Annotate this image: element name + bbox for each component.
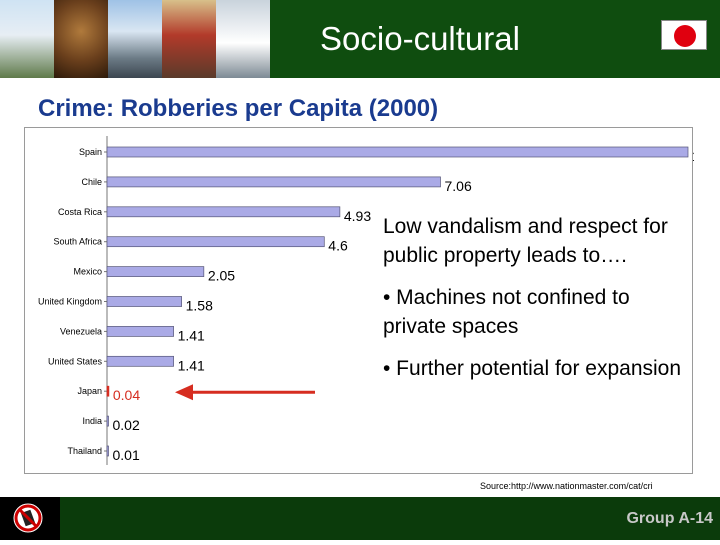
group-label: Group A-14: [626, 510, 713, 527]
bar: [106, 206, 341, 218]
category-label: Japan: [77, 386, 102, 396]
bar: [106, 385, 110, 397]
header-title: Socio-cultural: [320, 20, 520, 57]
highlight-arrow-head: [175, 384, 193, 401]
bar: [106, 266, 205, 277]
category-label: Venezuela: [60, 326, 102, 336]
city-skyline-photo: [108, 0, 162, 78]
category-label: United Kingdom: [38, 297, 102, 307]
commentary-textbox: Low vandalism and respect for public pro…: [383, 212, 683, 396]
value-label: 0.02: [113, 417, 140, 433]
mask-photo: [54, 0, 108, 78]
footer-icon-tile: [0, 497, 60, 540]
slide-title: Crime: Robberies per Capita (2000): [38, 95, 439, 122]
value-label: 1.41: [178, 357, 205, 373]
bar: [106, 236, 325, 248]
bullet-item: • Machines not confined to private space…: [383, 286, 630, 338]
bar: [106, 445, 109, 457]
value-label: 12.3: [692, 148, 694, 164]
value-label: 4.6: [328, 238, 348, 254]
value-label: 1.41: [178, 327, 205, 343]
photo-collage: [0, 0, 270, 78]
category-label: South Africa: [53, 237, 102, 247]
bar: [106, 296, 182, 307]
bar: [106, 355, 174, 367]
bullet-item: • Further potential for expansion: [383, 357, 682, 380]
bullet-train-photo: [216, 0, 270, 78]
japan-flag-icon: [661, 20, 707, 50]
category-label: Spain: [79, 147, 102, 157]
footer-bar: Group A-14: [0, 497, 720, 540]
value-label: 0.01: [113, 447, 140, 463]
robbery-bar-chart: Spain 12.3 Chile 7.06 Costa Rica 4.93 South Af…: [38, 136, 694, 465]
value-label: 2.05: [208, 268, 235, 284]
bar: [106, 415, 109, 427]
header-bar: Socio-cultural: [0, 0, 720, 78]
value-label: 0.04: [113, 387, 140, 403]
bar: [106, 146, 689, 158]
source-citation: Source:http://www.nationmaster.com/cat/c…: [480, 481, 653, 491]
commentary-intro: Low vandalism and respect for public pro…: [383, 215, 668, 267]
category-label: India: [82, 416, 102, 426]
category-label: Chile: [81, 177, 102, 187]
no-vandalism-icon: [13, 503, 43, 533]
value-label: 1.58: [186, 298, 213, 314]
bar: [106, 326, 174, 337]
category-label: Mexico: [73, 267, 102, 277]
value-label: 4.93: [344, 208, 371, 224]
category-label: Costa Rica: [58, 207, 102, 217]
bar: [106, 176, 441, 188]
flag-sun: [674, 25, 696, 47]
castle-photo: [0, 0, 54, 78]
category-label: United States: [48, 356, 103, 366]
category-label: Thailand: [67, 446, 102, 456]
value-label: 7.06: [444, 178, 471, 194]
festival-photo: [162, 0, 216, 78]
